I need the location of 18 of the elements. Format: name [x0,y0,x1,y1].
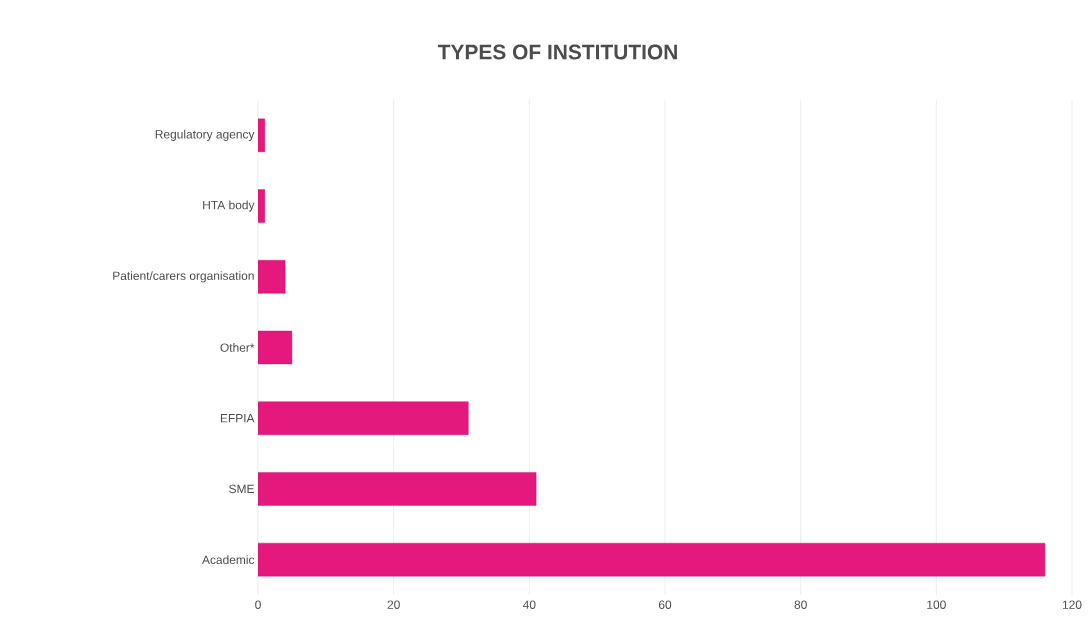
y-tick-label: HTA body [203,200,255,212]
y-tick-label: Other* [220,343,255,352]
y-tick-label: Academic [202,555,255,565]
bar [258,542,1046,577]
chart-title: TYPES OF INSTITUTION [437,44,677,60]
bar [258,472,537,506]
y-tick-label: Regulatory agency [155,129,255,141]
bar [258,401,469,435]
x-tick-label: 100 [927,600,946,609]
x-tick-label: 80 [794,600,807,609]
y-tick-label: Patient/carers organisation [113,271,254,283]
x-tick-label: 120 [1062,600,1082,609]
x-tick-label: 0 [255,600,261,609]
y-tick-label: SME [229,484,254,494]
x-tick-label: 20 [387,600,400,609]
x-tick-label: 60 [658,600,672,609]
y-tick-label: EFPIA [220,414,255,423]
x-tick-label: 40 [522,600,536,609]
